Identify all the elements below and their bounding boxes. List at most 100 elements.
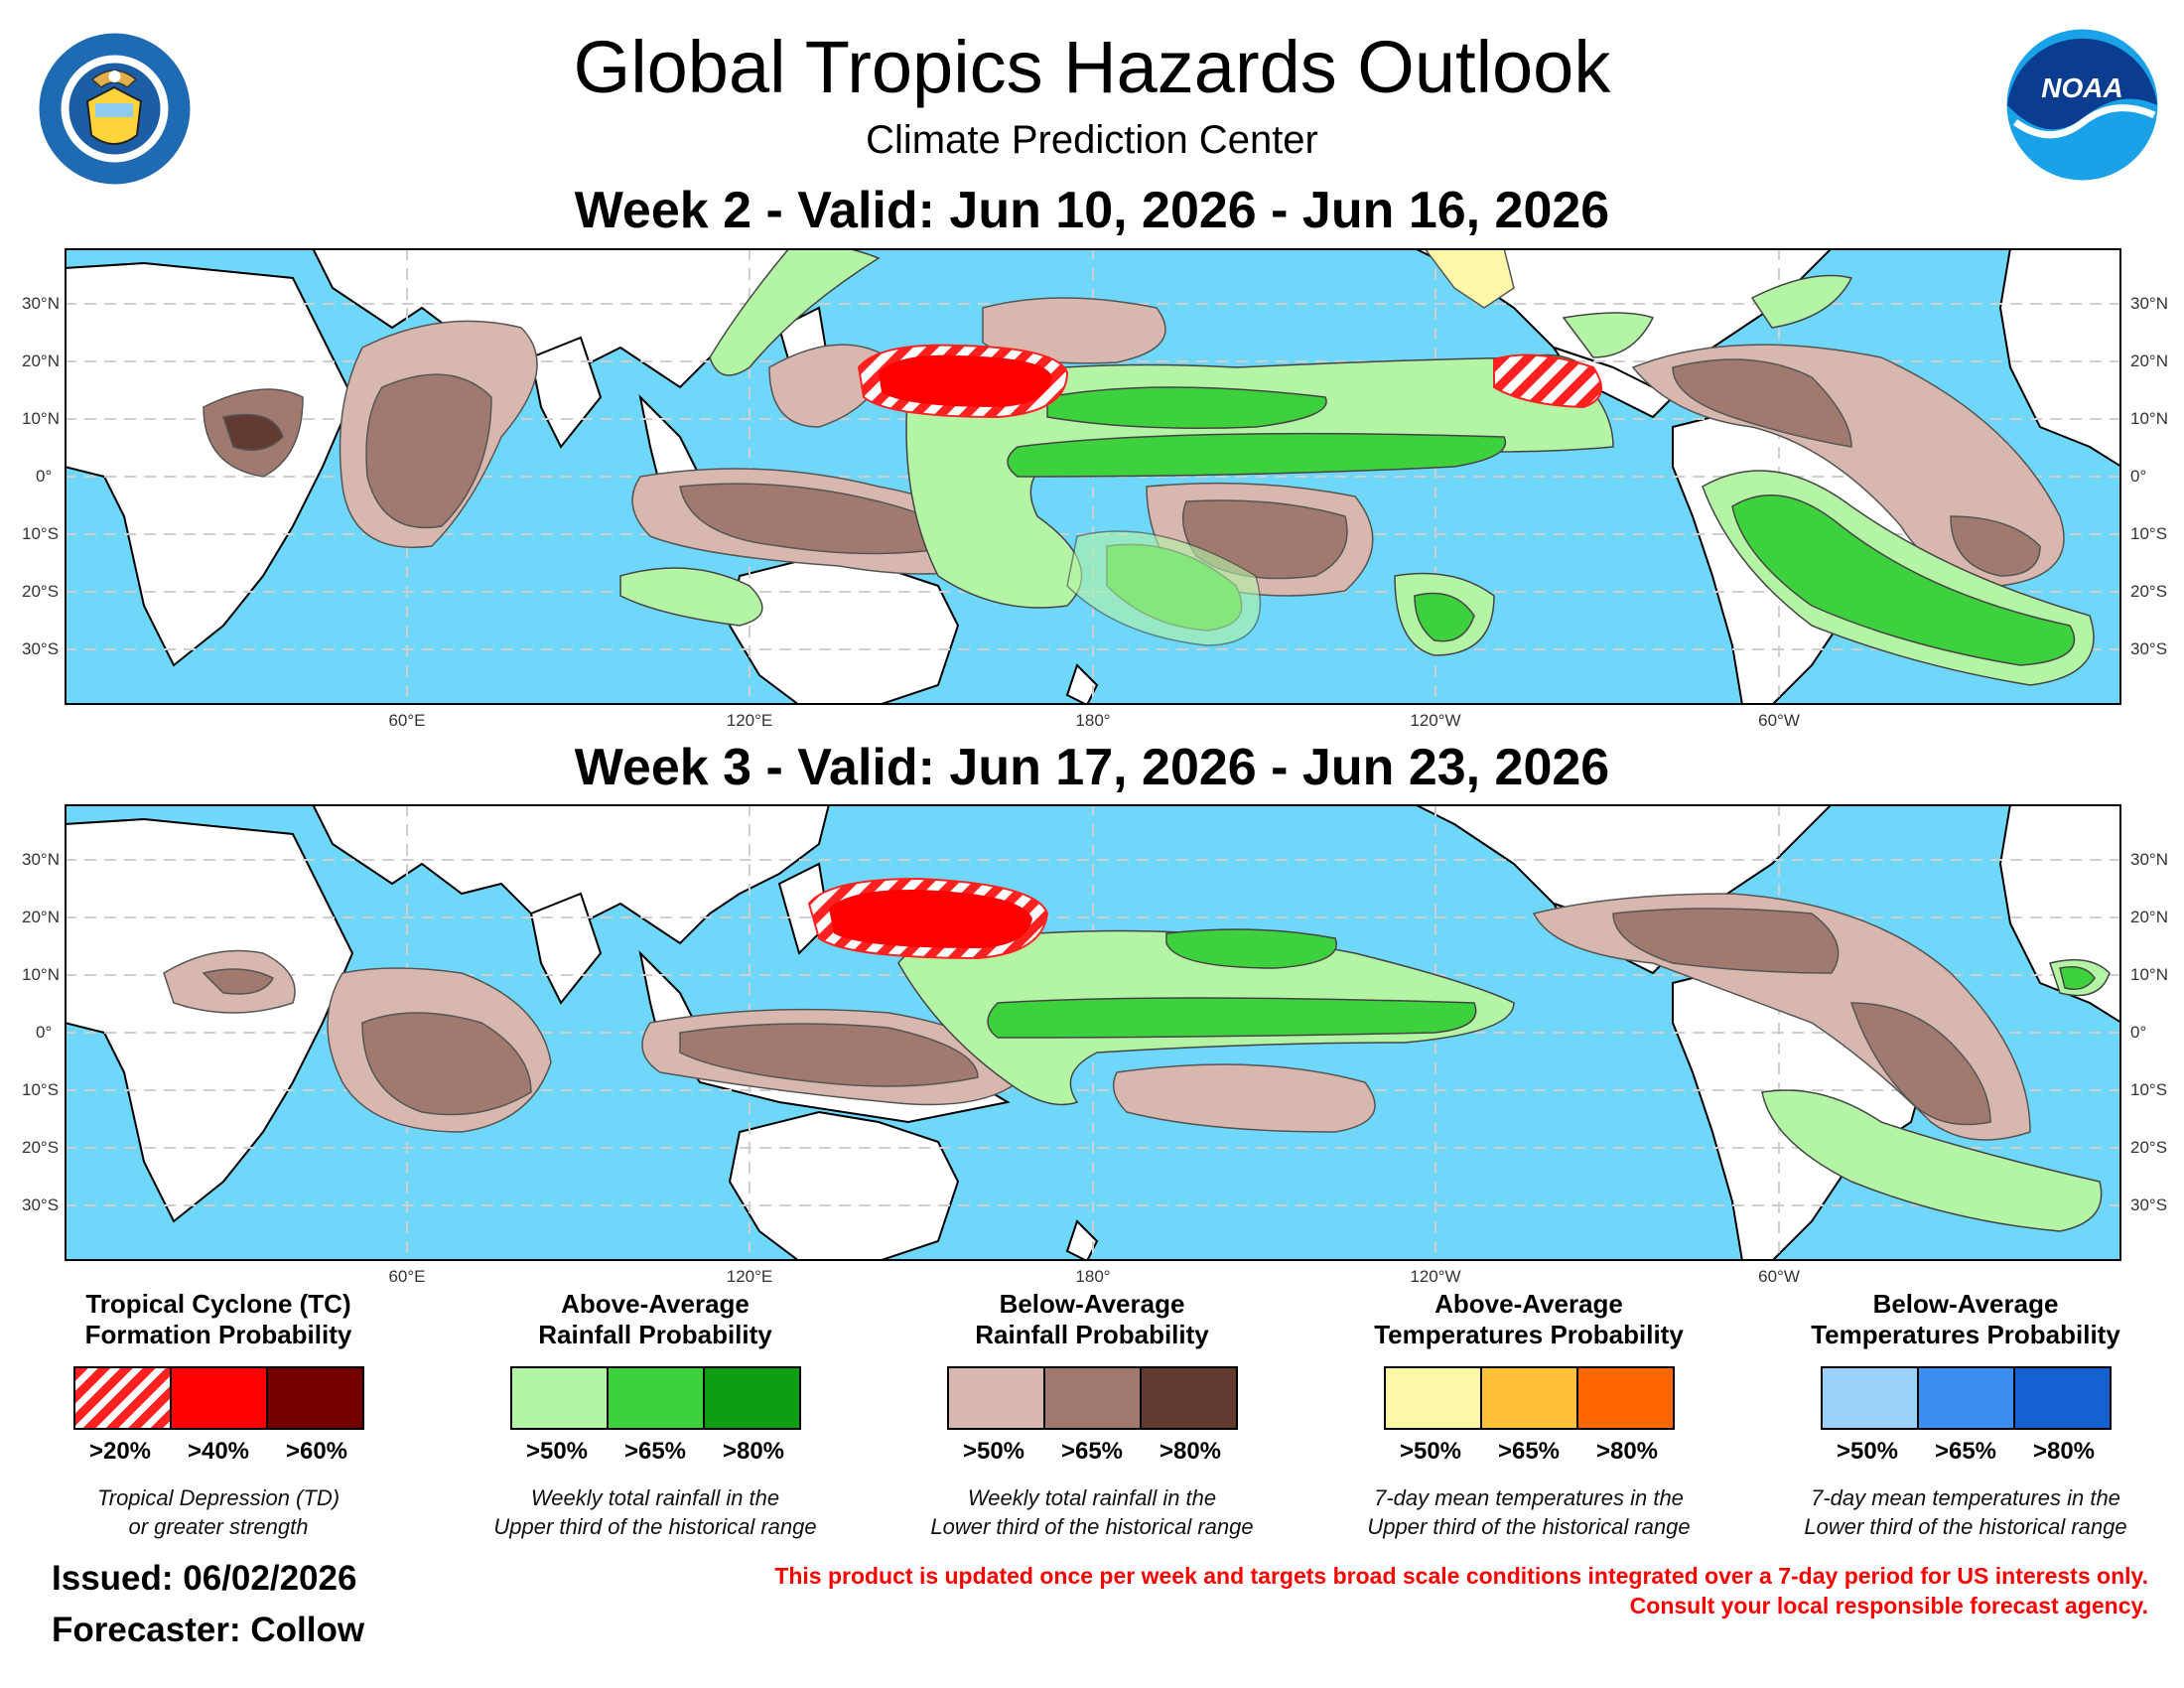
legend-title: Below-Average Temperatures Probability [1811, 1289, 2120, 1349]
week3-lat-label-right: 30°S [2130, 1196, 2168, 1214]
legend-below-temperature: Below-Average Temperatures Probability >… [1767, 1289, 2164, 1541]
legend-swatch-rain-below-80 [1139, 1366, 1238, 1430]
week3-lon-label: 60°E [388, 1267, 426, 1286]
legend-swatch-rain-above-80 [702, 1366, 801, 1430]
noaa-logo-text: NOAA [2041, 72, 2122, 103]
week2-lat-label-left: 20°S [22, 582, 60, 601]
legend-above-rainfall: Above-Average Rainfall Probability >50% … [457, 1289, 854, 1541]
legend-percent: >80% [2032, 1438, 2096, 1465]
legend-percent: >50% [525, 1438, 589, 1465]
week2-lat-label-right: 20°S [2130, 582, 2168, 601]
week2-lat-label-left: 0° [36, 467, 53, 486]
week2-lat-label-left: 10°N [22, 409, 60, 428]
legend-swatch-temp-below-80 [2012, 1366, 2112, 1430]
week2-lat-label-right: 20°N [2130, 352, 2168, 370]
legend-below-rainfall: Below-Average Rainfall Probability >50% … [893, 1289, 1291, 1541]
week2-lon-label: 60°W [1758, 711, 1800, 730]
week3-lat-label-right: 0° [2130, 1023, 2147, 1042]
week3-lat-label-left: 30°S [22, 1196, 60, 1214]
legend-swatch-temp-above-50 [1383, 1366, 1482, 1430]
new-zealand-land [1065, 1219, 1099, 1261]
legend-title: Below-Average Rainfall Probability [975, 1289, 1209, 1349]
week3-lat-label-left: 10°N [22, 965, 60, 984]
legend-description: Weekly total rainfall in the Lower third… [930, 1485, 1254, 1539]
legend-description: 7-day mean temperatures in the Upper thi… [1367, 1485, 1691, 1539]
legend-swatch-tc-60 [265, 1366, 364, 1430]
above-rain-areas [619, 248, 2095, 686]
week2-lat-label-right: 10°S [2130, 524, 2168, 543]
week3-lon-label: 180° [1075, 1267, 1111, 1286]
new-zealand-land [1065, 663, 1099, 705]
week2-lat-label-left: 10°S [22, 524, 60, 543]
week3-lat-label-right: 10°N [2130, 965, 2168, 984]
week3-map-title: Week 3 - Valid: Jun 17, 2026 - Jun 23, 2… [574, 739, 1610, 796]
tc-areas [857, 344, 1602, 419]
week3-lat-label-left: 30°N [22, 850, 60, 869]
department-of-commerce-seal [38, 32, 192, 186]
noaa-logo: NOAA [2005, 28, 2159, 182]
australia-land [728, 1110, 960, 1261]
legend-title: Above-Average Temperatures Probability [1374, 1289, 1684, 1349]
legend-percent: >50% [1836, 1438, 1899, 1465]
week3-lat-label-right: 20°N [2130, 908, 2168, 926]
week2-lat-label-right: 10°N [2130, 409, 2168, 428]
legend-swatch-rain-above-50 [509, 1366, 609, 1430]
legend-percent: >50% [1399, 1438, 1462, 1465]
week3-lon-label: 60°W [1758, 1267, 1800, 1286]
africa-land [65, 817, 354, 1223]
legend-swatch-rain-below-65 [1042, 1366, 1142, 1430]
week2-map [65, 248, 2121, 705]
legend-swatch-rain-above-65 [606, 1366, 705, 1430]
disclaimer: This product is updated once per week an… [774, 1563, 2148, 1618]
legend-percent: >20% [88, 1438, 152, 1465]
week3-lat-label-left: 0° [36, 1023, 53, 1042]
legend-title: Above-Average Rainfall Probability [538, 1289, 772, 1349]
page-subtitle: Climate Prediction Center [866, 118, 1318, 162]
issued-date: Issued: 06/02/2026 [52, 1559, 357, 1598]
legend-percent: >60% [285, 1438, 348, 1465]
week2-lon-label: 60°E [388, 711, 426, 730]
week3-lat-label-right: 20°S [2130, 1138, 2168, 1157]
week2-lat-label-right: 30°N [2130, 294, 2168, 313]
week3-lat-label-left: 20°N [22, 908, 60, 926]
legend-percent: >80% [1159, 1438, 1222, 1465]
week3-lat-label-left: 20°S [22, 1138, 60, 1157]
week2-lat-label-right: 30°S [2130, 639, 2168, 658]
week3-lat-label-right: 30°N [2130, 850, 2168, 869]
week3-lat-label-left: 10°S [22, 1080, 60, 1099]
page-title: Global Tropics Hazards Outlook [573, 26, 1611, 108]
tc-areas [807, 877, 1049, 960]
week2-lat-label-left: 20°N [22, 352, 60, 370]
below-rain-areas [163, 893, 2031, 1141]
forecaster-name: Forecaster: Collow [52, 1611, 365, 1649]
legend-percent: >65% [623, 1438, 687, 1465]
week2-lat-label-left: 30°S [22, 639, 60, 658]
below-rain-areas [203, 297, 2065, 597]
week3-map [65, 804, 2121, 1261]
week3-lon-label: 120°W [1410, 1267, 1461, 1286]
legend-percent: >80% [1595, 1438, 1659, 1465]
legend-above-temperature: Above-Average Temperatures Probability >… [1330, 1289, 1727, 1541]
legend-percent: >50% [962, 1438, 1025, 1465]
legend-tc-formation: Tropical Cyclone (TC) Formation Probabil… [20, 1289, 417, 1541]
legend-percent: >65% [1497, 1438, 1561, 1465]
week2-lon-label: 180° [1075, 711, 1111, 730]
legend-swatch-temp-above-80 [1575, 1366, 1675, 1430]
legend-title: Tropical Cyclone (TC) Formation Probabil… [84, 1289, 352, 1349]
legend-swatch-tc-40 [169, 1366, 268, 1430]
legend-swatch-temp-below-50 [1820, 1366, 1919, 1430]
week3-lat-label-right: 10°S [2130, 1080, 2168, 1099]
week2-lon-label: 120°W [1410, 711, 1461, 730]
legend-swatch-tc-20 [72, 1366, 172, 1430]
legend-swatch-temp-below-65 [1916, 1366, 2015, 1430]
week3-lon-label: 120°E [726, 1267, 773, 1286]
legend-percent: >65% [1934, 1438, 1997, 1465]
week2-map-title: Week 2 - Valid: Jun 10, 2026 - Jun 16, 2… [574, 182, 1610, 239]
above-temp-area [1424, 248, 1515, 309]
legend-swatch-rain-below-50 [946, 1366, 1045, 1430]
above-rain-areas [897, 928, 2111, 1232]
week2-lat-label-right: 0° [2130, 467, 2147, 486]
legend-description: Tropical Depression (TD) or greater stre… [96, 1485, 341, 1539]
legend-percent: >65% [1060, 1438, 1124, 1465]
legend-description: Weekly total rainfall in the Upper third… [493, 1485, 817, 1539]
